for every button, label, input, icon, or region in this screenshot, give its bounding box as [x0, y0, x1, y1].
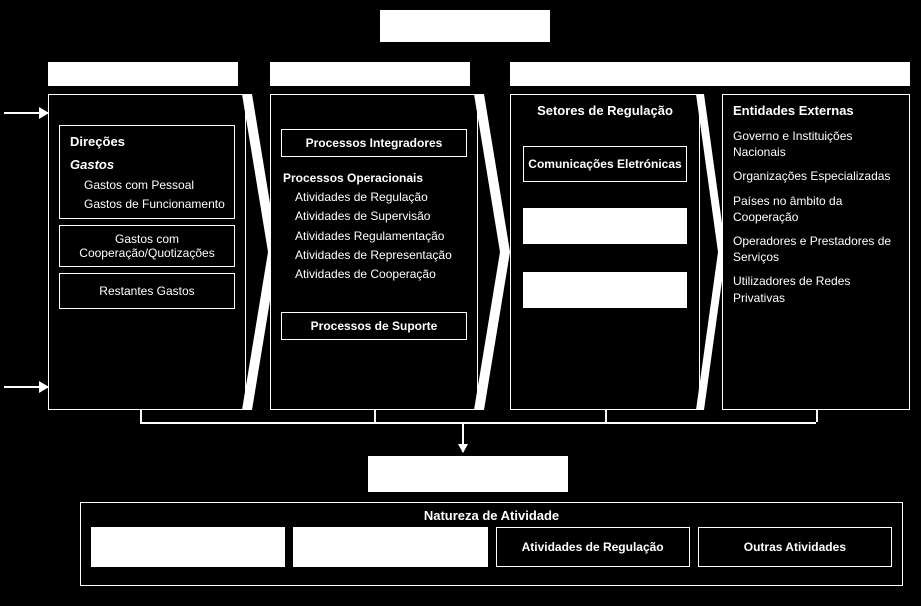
col1-gastos-title: Gastos: [60, 153, 234, 176]
col4-item-util: Utilizadores de Redes Privativas: [723, 269, 909, 309]
col3-box-comunicacoes: Comunicações Eletrónicas: [523, 146, 687, 182]
col4-box: Entidades Externas Governo e Instituiçõe…: [722, 94, 910, 410]
col3-box-blank-2: [523, 272, 687, 308]
col4-item-oper: Operadores e Prestadores de Serviços: [723, 229, 909, 269]
chevron-2-icon: [474, 94, 510, 410]
bottom-cell-1: [91, 527, 285, 567]
bottom-cell-3: Atividades de Regulação: [496, 527, 690, 567]
col4-title: Entidades Externas: [723, 95, 909, 124]
col2-oper-reg: Atividades de Regulação: [271, 188, 477, 207]
bottom-panel-title: Natureza de Atividade: [81, 503, 902, 527]
connector-v3: [605, 410, 607, 422]
col2-box: Processos Integradores Processos Operaci…: [270, 94, 478, 410]
col2-box-integradores: Processos Integradores: [281, 129, 467, 157]
col4-item-gov: Governo e Instituições Nacionais: [723, 124, 909, 164]
col2-oper-rep: Atividades de Representação: [271, 246, 477, 265]
col1-box-restantes: Restantes Gastos: [59, 273, 235, 309]
col4-item-paises: Países no âmbito da Cooperação: [723, 189, 909, 229]
bottom-panel: Natureza de Atividade Atividades de Regu…: [80, 502, 903, 586]
connector-hbar: [140, 422, 816, 424]
col1-gasto-funcionamento: Gastos de Funcionamento: [60, 195, 234, 214]
bottom-row: Atividades de Regulação Outras Atividade…: [81, 527, 902, 567]
input-arrow-bottom: [4, 386, 48, 388]
col1-box: Direções Gastos Gastos com Pessoal Gasto…: [48, 94, 246, 410]
connector-v4: [816, 410, 818, 422]
col1-header-banner: [48, 62, 238, 86]
col2-oper-title: Processos Operacionais: [271, 169, 477, 188]
col2-header-banner: [270, 62, 470, 86]
col34-header-banner: [510, 62, 910, 86]
col2-box-suporte: Processos de Suporte: [281, 312, 467, 340]
col1-coop-line2: Cooperação/Quotizações: [64, 246, 230, 260]
connector-v2: [374, 410, 376, 422]
col1-direcoes-title: Direções: [60, 130, 234, 153]
col2-oper-regm: Atividades Regulamentação: [271, 227, 477, 246]
connector-down-arrow-icon: [462, 422, 464, 452]
bottom-title-banner: [368, 456, 568, 492]
top-title-banner: [380, 10, 550, 42]
bottom-cell-2: [293, 527, 487, 567]
col4-item-org: Organizações Especializadas: [723, 164, 909, 188]
input-arrow-top: [4, 112, 48, 114]
col2-oper-coop: Atividades de Cooperação: [271, 265, 477, 284]
col1-coop-line1: Gastos com: [64, 232, 230, 246]
col1-direcoes-group: Direções Gastos Gastos com Pessoal Gasto…: [59, 125, 235, 219]
col1-box-cooperacao: Gastos com Cooperação/Quotizações: [59, 225, 235, 267]
col1-gasto-pessoal: Gastos com Pessoal: [60, 176, 234, 195]
col2-oper-sup: Atividades de Supervisão: [271, 207, 477, 226]
col3-box-blank-1: [523, 208, 687, 244]
col3-box: Setores de Regulação Comunicações Eletró…: [510, 94, 700, 410]
col3-title: Setores de Regulação: [511, 95, 699, 128]
connector-v1: [140, 410, 142, 422]
bottom-cell-4: Outras Atividades: [698, 527, 892, 567]
